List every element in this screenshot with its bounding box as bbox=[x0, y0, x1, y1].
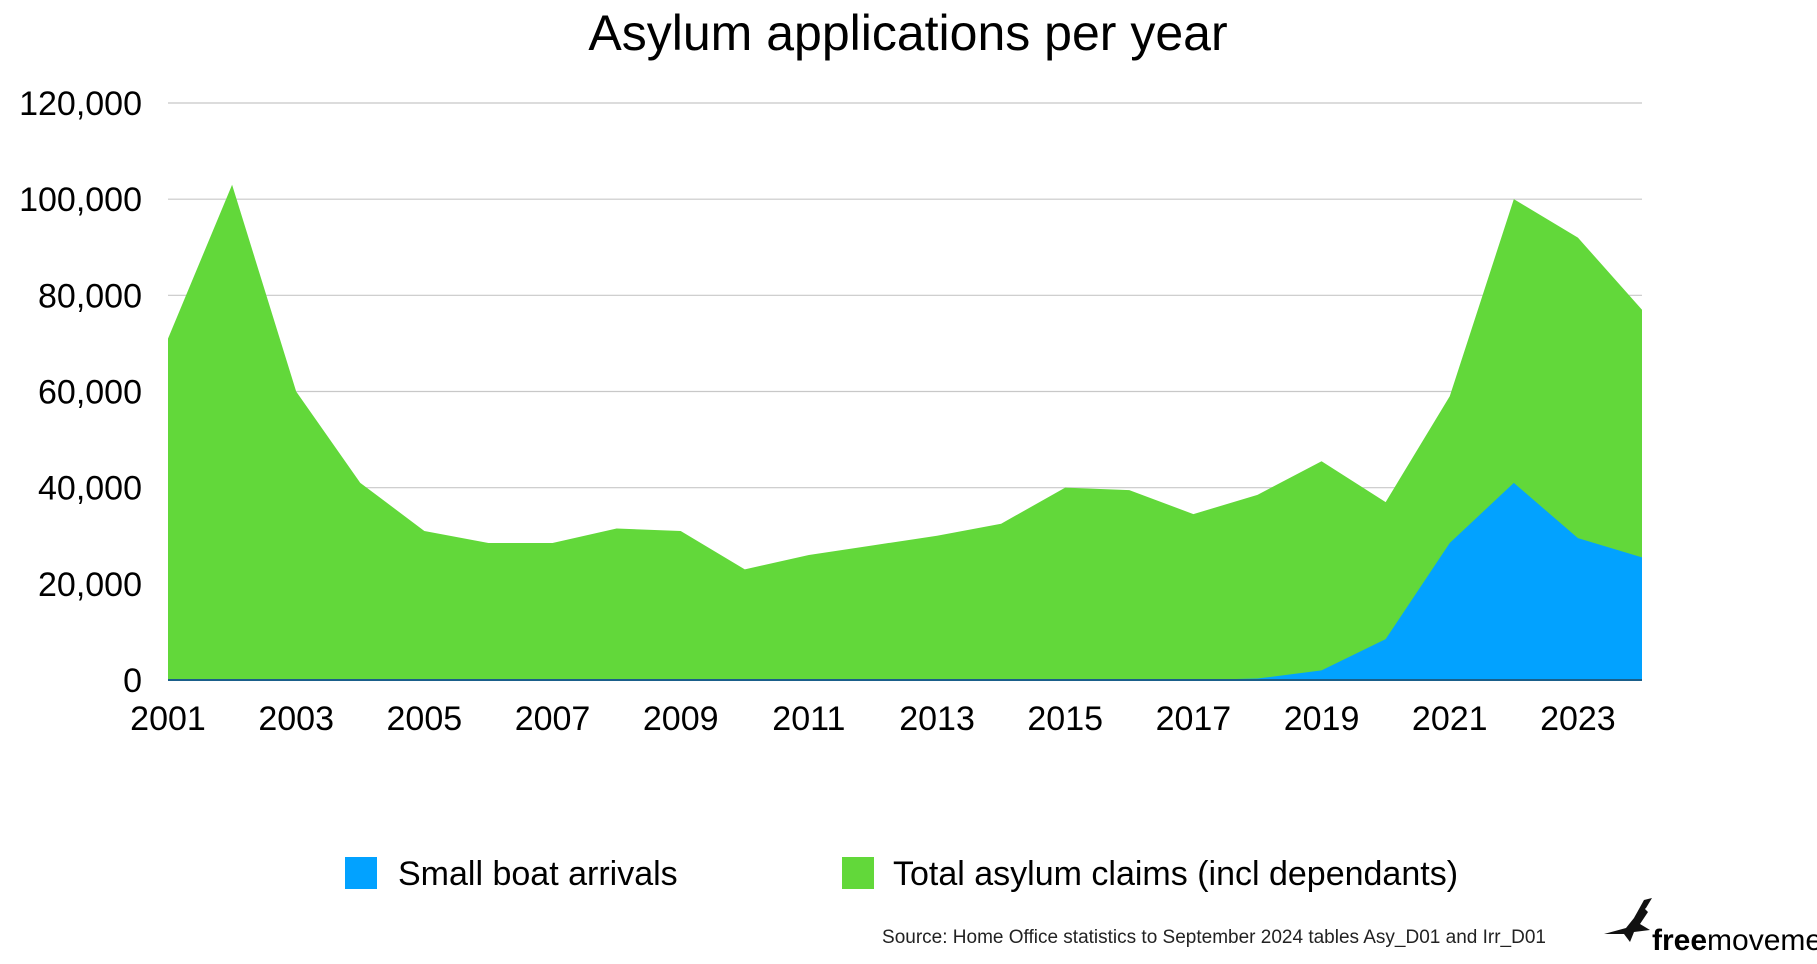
source-note: Source: Home Office statistics to Septem… bbox=[882, 927, 1546, 948]
chart-title: Asylum applications per year bbox=[588, 5, 1227, 61]
legend-swatch-small-boat bbox=[345, 857, 377, 889]
plot-areas bbox=[168, 184, 1642, 681]
y-tick-label: 40,000 bbox=[38, 470, 142, 508]
y-tick-label: 80,000 bbox=[38, 277, 142, 315]
y-axis-ticks: 0 20,000 40,000 60,000 80,000 100,000 120,000 bbox=[19, 85, 142, 700]
x-tick-label: 2011 bbox=[772, 700, 845, 738]
area-small-boat-arrivals bbox=[168, 482, 1642, 680]
y-tick-label: 120,000 bbox=[19, 85, 142, 123]
y-tick-label: 20,000 bbox=[38, 566, 142, 604]
bird-icon bbox=[1604, 898, 1652, 942]
y-tick-label: 60,000 bbox=[38, 374, 142, 412]
brand-name-bold: free bbox=[1652, 924, 1707, 957]
legend-label-total-claims: Total asylum claims (incl dependants) bbox=[893, 855, 1458, 893]
x-axis-ticks: 2001 2003 2005 2007 2009 2011 2013 2015 2017 2019… bbox=[130, 700, 1616, 738]
x-tick-label: 2019 bbox=[1284, 700, 1360, 738]
brand-name-regular: movement bbox=[1707, 924, 1817, 957]
x-tick-label: 2001 bbox=[130, 700, 206, 738]
brand-logo: freemovement bbox=[1604, 898, 1817, 957]
x-tick-label: 2021 bbox=[1412, 700, 1488, 738]
legend-label-small-boat: Small boat arrivals bbox=[398, 855, 678, 893]
brand-name: freemovement bbox=[1652, 924, 1817, 957]
area-total-asylum-claims bbox=[168, 184, 1642, 680]
x-tick-label: 2009 bbox=[643, 700, 719, 738]
x-tick-label: 2003 bbox=[258, 700, 334, 738]
x-tick-label: 2013 bbox=[899, 700, 975, 738]
x-tick-label: 2017 bbox=[1156, 700, 1232, 738]
x-tick-label: 2005 bbox=[387, 700, 463, 738]
x-tick-label: 2015 bbox=[1027, 700, 1103, 738]
x-tick-label: 2007 bbox=[515, 700, 591, 738]
y-tick-label: 0 bbox=[123, 662, 142, 700]
legend-swatch-total-claims bbox=[842, 857, 874, 889]
x-tick-label: 2023 bbox=[1540, 700, 1616, 738]
legend: Small boat arrivals Total asylum claims … bbox=[345, 855, 1458, 893]
y-tick-label: 100,000 bbox=[19, 181, 142, 219]
